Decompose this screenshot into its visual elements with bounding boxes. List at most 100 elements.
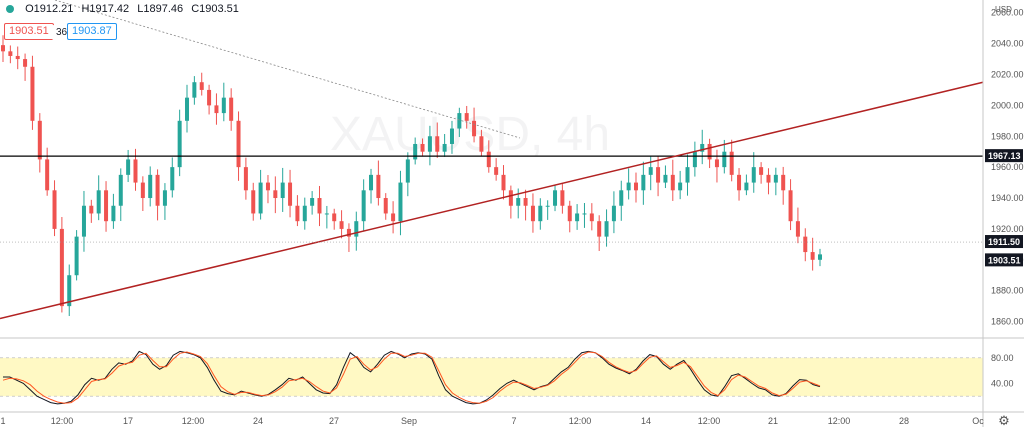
candle-body[interactable] xyxy=(383,198,388,214)
candle-body[interactable] xyxy=(339,221,344,229)
candle-body[interactable] xyxy=(553,190,558,206)
candle-body[interactable] xyxy=(273,190,278,199)
candle-body[interactable] xyxy=(818,254,822,260)
candle-body[interactable] xyxy=(192,82,197,98)
candle-body[interactable] xyxy=(516,198,521,206)
candle-body[interactable] xyxy=(148,174,153,199)
candle-body[interactable] xyxy=(199,82,204,90)
candle-body[interactable] xyxy=(317,198,322,214)
candle-body[interactable] xyxy=(302,205,307,222)
candle-body[interactable] xyxy=(310,198,315,206)
candle-body[interactable] xyxy=(354,221,359,237)
candle-body[interactable] xyxy=(486,151,491,168)
candle-body[interactable] xyxy=(678,182,683,191)
candle-body[interactable] xyxy=(582,213,587,215)
candle-body[interactable] xyxy=(714,159,719,168)
candle-body[interactable] xyxy=(361,190,366,222)
candle-body[interactable] xyxy=(67,275,72,307)
candle-body[interactable] xyxy=(663,174,668,183)
candle-body[interactable] xyxy=(1,45,5,52)
candle-body[interactable] xyxy=(81,205,86,237)
candle-body[interactable] xyxy=(398,182,403,222)
candle-body[interactable] xyxy=(280,182,285,199)
candle-body[interactable] xyxy=(346,228,351,237)
candle-body[interactable] xyxy=(545,205,550,207)
candle-body[interactable] xyxy=(52,190,57,229)
candle-body[interactable] xyxy=(15,55,20,60)
candle-body[interactable] xyxy=(37,120,42,160)
candle-body[interactable] xyxy=(214,105,219,114)
candle-body[interactable] xyxy=(207,89,212,106)
candle-body[interactable] xyxy=(118,174,123,206)
candle-body[interactable] xyxy=(435,136,440,152)
candle-body[interactable] xyxy=(737,174,742,191)
stochastic-pane[interactable] xyxy=(0,350,983,405)
candle-body[interactable] xyxy=(177,120,182,168)
candle-body[interactable] xyxy=(324,213,329,215)
candle-body[interactable] xyxy=(413,143,418,160)
candle-body[interactable] xyxy=(619,190,624,206)
candle-body[interactable] xyxy=(538,205,543,222)
candle-body[interactable] xyxy=(508,190,513,206)
candle-body[interactable] xyxy=(221,97,226,114)
candle-body[interactable] xyxy=(766,174,771,183)
candle-body[interactable] xyxy=(604,221,609,237)
candle-body[interactable] xyxy=(288,182,293,206)
candle-body[interactable] xyxy=(597,221,602,237)
candle-body[interactable] xyxy=(494,167,499,175)
candle-body[interactable] xyxy=(155,174,160,206)
candle-body[interactable] xyxy=(449,128,454,144)
candle-body[interactable] xyxy=(795,221,800,237)
stochastic-d-line[interactable] xyxy=(2,351,821,404)
candle-body[interactable] xyxy=(707,143,712,160)
candle-body[interactable] xyxy=(405,159,410,183)
candle-body[interactable] xyxy=(729,151,734,175)
buy-price-button[interactable]: 1903.87 xyxy=(67,23,117,40)
candle-body[interactable] xyxy=(111,205,116,222)
candle-body[interactable] xyxy=(162,190,167,206)
candle-body[interactable] xyxy=(759,167,764,175)
candle-body[interactable] xyxy=(126,159,131,175)
stochastic-k-line[interactable] xyxy=(3,350,821,405)
candle-body[interactable] xyxy=(140,182,145,199)
candle-body[interactable] xyxy=(59,228,64,307)
candle-body[interactable] xyxy=(700,143,705,152)
candle-body[interactable] xyxy=(89,205,94,214)
dotted-trend-line[interactable] xyxy=(54,0,521,139)
candle-body[interactable] xyxy=(773,174,778,183)
candle-body[interactable] xyxy=(656,167,661,183)
candle-body[interactable] xyxy=(781,174,786,191)
candle-body[interactable] xyxy=(295,205,300,222)
candle-body[interactable] xyxy=(251,190,256,214)
candle-body[interactable] xyxy=(369,174,374,191)
candle-body[interactable] xyxy=(236,120,241,168)
candle-body[interactable] xyxy=(788,190,793,222)
candle-body[interactable] xyxy=(685,167,690,183)
candle-body[interactable] xyxy=(376,174,381,199)
candle-body[interactable] xyxy=(420,143,425,152)
candle-body[interactable] xyxy=(589,213,594,222)
candle-body[interactable] xyxy=(479,136,484,152)
candle-body[interactable] xyxy=(8,51,13,56)
candle-body[interactable] xyxy=(23,59,28,67)
candle-body[interactable] xyxy=(243,167,248,191)
candle-body[interactable] xyxy=(810,252,815,260)
candle-body[interactable] xyxy=(560,190,565,206)
ascending-trend-line[interactable] xyxy=(0,81,984,320)
candle-body[interactable] xyxy=(464,113,469,121)
gear-icon[interactable]: ⚙ xyxy=(998,414,1010,427)
sell-price-button[interactable]: 1903.51 xyxy=(4,23,54,40)
candle-body[interactable] xyxy=(185,97,190,121)
candle-body[interactable] xyxy=(170,167,175,191)
candle-body[interactable] xyxy=(501,174,506,191)
candle-body[interactable] xyxy=(74,236,79,276)
candle-body[interactable] xyxy=(96,190,101,214)
candle-body[interactable] xyxy=(30,66,35,121)
candle-body[interactable] xyxy=(229,97,234,121)
candle-body[interactable] xyxy=(530,205,535,222)
candle-body[interactable] xyxy=(575,213,580,222)
candle-body[interactable] xyxy=(332,213,337,222)
candle-body[interactable] xyxy=(751,167,756,183)
candle-body[interactable] xyxy=(472,120,477,137)
